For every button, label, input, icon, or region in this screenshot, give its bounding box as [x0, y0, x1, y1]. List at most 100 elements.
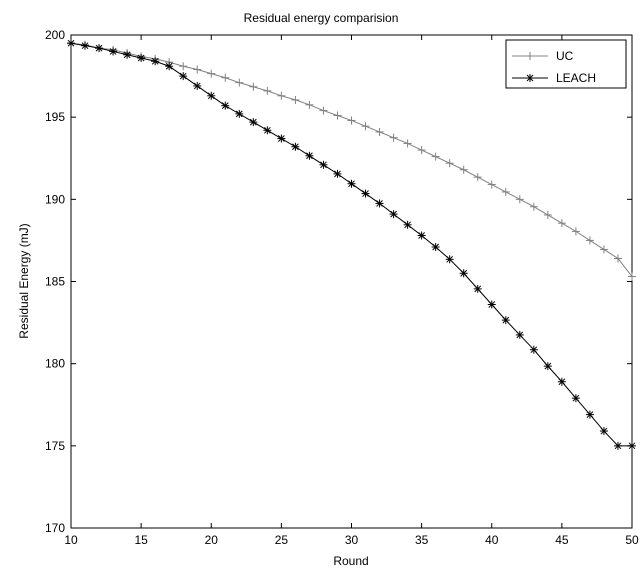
data-point-leach	[347, 179, 356, 188]
data-point-uc	[501, 187, 510, 196]
data-point-uc	[179, 62, 188, 71]
data-point-uc	[207, 69, 216, 78]
y-tick-label: 200	[45, 28, 65, 42]
data-point-uc	[319, 106, 328, 115]
data-point-leach	[487, 300, 496, 309]
data-point-leach	[515, 330, 524, 339]
data-point-leach	[571, 394, 580, 403]
x-axis-label: Round	[333, 554, 368, 568]
data-point-uc	[459, 165, 468, 174]
data-point-leach	[319, 160, 328, 169]
data-point-uc	[361, 122, 370, 131]
data-point-leach	[95, 44, 104, 53]
x-tick-label: 10	[64, 533, 78, 547]
data-point-leach	[165, 62, 174, 71]
data-point-leach	[529, 345, 538, 354]
chart-title: Residual energy comparision	[244, 11, 399, 25]
data-point-leach	[599, 427, 608, 436]
data-point-uc	[305, 100, 314, 109]
x-tick-label: 40	[485, 533, 499, 547]
data-point-leach	[333, 169, 342, 178]
data-point-uc	[529, 202, 538, 211]
y-axis-ticks: 170 175 180 185 190 195 200	[45, 28, 632, 535]
data-point-leach	[459, 269, 468, 278]
y-tick-label: 195	[45, 110, 65, 124]
x-tick-label: 30	[345, 533, 359, 547]
x-axis-ticks: 10 15 20 25 30 35 40 45 50	[64, 35, 639, 547]
data-point-uc	[389, 133, 398, 142]
data-point-uc	[599, 245, 608, 254]
x-tick-label: 15	[134, 533, 148, 547]
data-point-leach	[137, 54, 146, 63]
y-tick-label: 185	[45, 275, 65, 289]
data-point-leach	[431, 242, 440, 251]
data-point-uc	[347, 116, 356, 125]
x-tick-label: 45	[555, 533, 569, 547]
data-point-uc	[585, 236, 594, 245]
y-axis-label: Residual Energy (mJ)	[17, 223, 31, 338]
y-tick-label: 175	[45, 439, 65, 453]
data-point-uc	[291, 95, 300, 104]
data-point-leach	[585, 410, 594, 419]
data-point-leach	[221, 101, 230, 110]
data-point-uc	[515, 195, 524, 204]
data-point-uc	[543, 210, 552, 219]
data-point-uc	[403, 139, 412, 148]
data-point-leach	[123, 50, 132, 59]
data-point-uc	[333, 111, 342, 120]
data-point-leach	[557, 377, 566, 386]
legend-marker-leach	[526, 74, 534, 82]
data-point-leach	[613, 441, 622, 450]
data-point-leach	[417, 231, 426, 240]
data-point-uc	[221, 73, 230, 82]
data-point-leach	[473, 284, 482, 293]
x-tick-label: 35	[415, 533, 429, 547]
data-point-uc	[557, 219, 566, 228]
legend-label-leach: LEACH	[556, 71, 596, 85]
series-layer	[67, 39, 636, 450]
data-point-leach	[361, 189, 370, 198]
x-tick-label: 20	[205, 533, 219, 547]
y-tick-label: 180	[45, 357, 65, 371]
data-point-leach	[389, 210, 398, 219]
data-point-uc	[417, 146, 426, 155]
data-point-leach	[501, 316, 510, 325]
data-point-leach	[249, 118, 258, 127]
data-point-leach	[375, 199, 384, 208]
data-point-uc	[235, 78, 244, 87]
data-point-leach	[277, 134, 286, 143]
data-point-leach	[403, 220, 412, 229]
data-point-uc	[571, 227, 580, 236]
legend-box	[505, 39, 627, 89]
data-point-uc	[193, 65, 202, 74]
data-point-leach	[207, 91, 216, 100]
data-point-uc	[431, 152, 440, 161]
data-point-leach	[179, 72, 188, 81]
data-point-leach	[81, 41, 90, 50]
x-tick-label: 50	[625, 533, 639, 547]
data-point-uc	[277, 91, 286, 100]
data-point-uc	[445, 159, 454, 168]
data-point-leach	[263, 126, 272, 135]
data-point-leach	[628, 441, 636, 450]
data-point-uc	[487, 180, 496, 189]
data-point-uc	[375, 127, 384, 136]
data-point-leach	[445, 255, 454, 264]
x-tick-label: 25	[275, 533, 289, 547]
data-point-leach	[235, 109, 244, 118]
y-tick-label: 190	[45, 192, 65, 206]
data-point-leach	[67, 39, 75, 48]
data-point-leach	[193, 81, 202, 90]
data-point-leach	[305, 151, 314, 160]
data-point-uc	[249, 82, 258, 91]
data-point-uc	[473, 173, 482, 182]
data-point-uc	[628, 272, 636, 281]
legend-marker-uc	[526, 52, 534, 60]
data-point-uc	[263, 86, 272, 95]
legend: UC LEACH	[505, 39, 627, 89]
data-point-leach	[291, 142, 300, 151]
data-point-uc	[613, 254, 622, 263]
data-point-leach	[543, 362, 552, 371]
data-point-leach	[151, 57, 160, 66]
